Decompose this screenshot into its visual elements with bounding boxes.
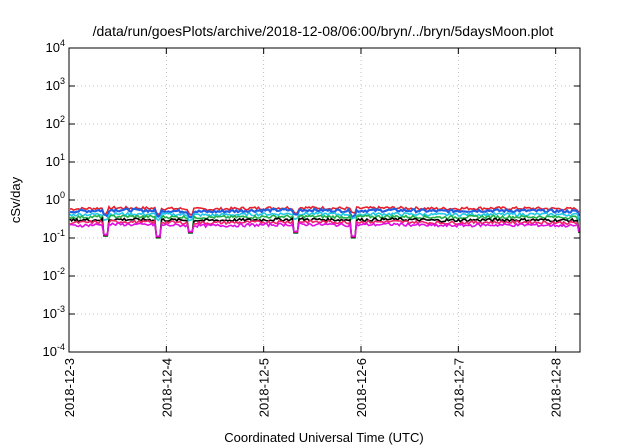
- x-tick-label: 2018-12-3: [62, 358, 77, 417]
- x-tick-label: 2018-12-8: [549, 358, 564, 417]
- chart-title: /data/run/goesPlots/archive/2018-12-08/0…: [93, 23, 554, 39]
- series-line: [69, 213, 580, 239]
- y-tick-label: 10-4: [43, 342, 65, 359]
- grid-lines: [68, 48, 580, 352]
- series-line: [69, 207, 581, 219]
- series-layer: [69, 204, 581, 239]
- series-line: [69, 222, 580, 237]
- y-tick-label: 100: [46, 190, 65, 207]
- y-tick-label: 10-3: [43, 304, 65, 321]
- series-line: [69, 211, 580, 222]
- x-axis: 2018-12-3 2018-12-4 2018-12-5 2018-12-6 2018…: [62, 48, 564, 417]
- y-axis-label: cSv/day: [8, 176, 23, 223]
- x-tick-label: 2018-12-5: [257, 358, 272, 417]
- y-tick-label: 103: [46, 76, 65, 93]
- x-tick-label: 2018-12-4: [159, 358, 174, 417]
- y-tick-label: 101: [46, 152, 65, 169]
- y-axis: 10-4 10-3 10-2 10-1 100 101 102 103 104: [43, 38, 580, 359]
- x-tick-label: 2018-12-7: [451, 358, 466, 417]
- y-tick-label: 10-2: [43, 266, 65, 283]
- y-tick-label: 10-1: [43, 228, 65, 245]
- series-line: [69, 218, 580, 238]
- y-tick-label: 104: [46, 38, 65, 55]
- y-tick-label: 102: [46, 114, 65, 131]
- x-axis-label: Coordinated Universal Time (UTC): [224, 430, 423, 445]
- x-tick-label: 2018-12-6: [354, 358, 369, 417]
